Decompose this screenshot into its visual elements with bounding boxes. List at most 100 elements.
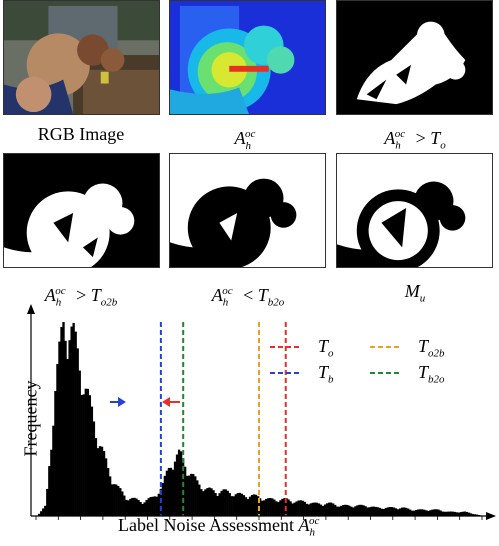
histogram-bar <box>362 505 365 516</box>
histogram-bar <box>423 509 426 516</box>
histogram-bar <box>297 500 300 516</box>
histogram-bar <box>358 504 361 516</box>
histogram-bar <box>281 498 284 516</box>
histogram-bar <box>226 490 229 516</box>
histogram-bar <box>173 461 177 516</box>
histogram-bar <box>169 467 173 516</box>
histogram-bar <box>443 511 446 516</box>
histogram-bar <box>415 509 418 516</box>
histogram-bar <box>236 493 240 516</box>
y-axis-label: Frequency <box>20 380 41 457</box>
histogram-bar <box>263 500 266 516</box>
histogram-bar <box>131 497 134 516</box>
histogram-bar <box>370 506 373 516</box>
histogram-bar <box>50 449 53 516</box>
legend-tb2o-label: Tb2o <box>418 362 445 386</box>
histogram-bar <box>151 496 154 516</box>
x-axis-ticks <box>35 516 483 520</box>
histogram-bar <box>54 391 57 516</box>
histogram-bar <box>196 480 199 516</box>
histogram-bar <box>108 476 112 516</box>
histogram-bar <box>384 508 388 516</box>
histogram-bar <box>313 502 317 516</box>
histogram-bar <box>338 506 341 516</box>
histogram-bar <box>111 484 114 516</box>
histogram-bar <box>467 512 471 516</box>
histogram-bar <box>319 504 323 516</box>
histogram-bar <box>102 450 106 516</box>
histogram-bar <box>149 497 152 516</box>
histogram-bar <box>350 506 353 516</box>
histogram-bar <box>317 503 321 516</box>
histogram-bar <box>315 502 319 516</box>
x-axis-label: Label Noise Assessment Ahoc <box>118 515 320 539</box>
histogram-bar <box>445 511 448 516</box>
histogram-bar <box>210 488 213 516</box>
histogram-bar <box>404 507 408 516</box>
histogram-bar <box>398 508 402 516</box>
histogram-bar <box>366 507 369 516</box>
histogram-bar <box>327 502 331 516</box>
histogram-bar <box>171 469 175 516</box>
histogram-bar <box>409 509 412 516</box>
histogram-bar <box>100 446 104 516</box>
histogram-bar <box>106 468 110 516</box>
histogram-bar <box>352 507 355 516</box>
histogram-bar <box>117 485 120 516</box>
histogram-bar <box>222 489 225 516</box>
histogram-bar <box>475 514 479 516</box>
histogram-bar <box>368 507 371 516</box>
histogram-bar <box>186 475 189 516</box>
histogram-bar <box>202 491 205 516</box>
histogram-bar <box>259 498 262 516</box>
histogram-bar <box>212 490 215 516</box>
histogram-bar <box>455 512 458 516</box>
histogram-bar <box>321 505 325 516</box>
histogram-bar <box>133 497 136 516</box>
histogram-bar <box>104 458 108 516</box>
histogram-bar <box>230 496 233 516</box>
histogram-bar <box>453 511 456 516</box>
histogram-bar <box>127 500 130 516</box>
histogram-bar <box>437 509 440 516</box>
histogram-bar <box>461 511 465 516</box>
histogram-bar <box>40 511 43 516</box>
threshold-tb2o-panel <box>169 153 326 268</box>
histogram-bar <box>411 510 414 516</box>
histogram-bar <box>38 513 41 516</box>
histogram-bar <box>400 507 404 516</box>
histogram-bar <box>194 476 197 516</box>
histogram-bar <box>76 348 79 516</box>
threshold-to2b-panel <box>3 153 160 268</box>
histogram-bar <box>88 395 92 516</box>
histogram-bar <box>449 511 452 516</box>
histogram-bar <box>44 505 47 516</box>
histogram-bar <box>382 508 385 516</box>
histogram-bar <box>119 488 122 516</box>
histogram-bar <box>232 496 235 516</box>
histogram-bar <box>372 506 375 516</box>
histogram-bar <box>331 503 335 516</box>
histogram-bar <box>248 496 252 516</box>
histogram-bar <box>465 511 469 516</box>
histogram-bar <box>374 506 377 516</box>
histogram-bar <box>254 494 258 516</box>
histogram-bar <box>394 508 398 516</box>
histogram-bar <box>354 506 357 516</box>
histogram-bar <box>457 512 460 516</box>
histogram-bar <box>406 508 410 516</box>
histogram-bar <box>123 495 126 516</box>
histogram-bar <box>208 487 211 516</box>
histogram-bar <box>273 499 276 516</box>
histogram-bar <box>72 322 75 516</box>
to-arrow-head <box>162 397 170 407</box>
histogram-bar <box>70 326 73 516</box>
histogram-bar <box>291 503 294 516</box>
histogram-bar <box>244 497 248 516</box>
histogram-bar <box>431 509 434 516</box>
threshold-to-caption: Ahoc > To <box>384 128 446 152</box>
histogram-bar <box>309 503 313 516</box>
histogram-bar <box>323 504 327 516</box>
histogram-bar <box>238 492 242 516</box>
threshold-lines <box>159 322 287 516</box>
